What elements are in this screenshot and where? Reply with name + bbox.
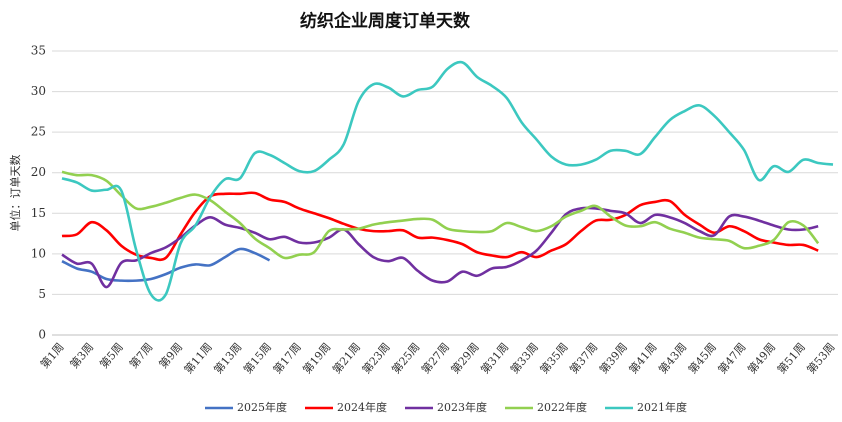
x-tick-label: 第31周 xyxy=(478,340,512,377)
x-tick-label: 第13周 xyxy=(211,340,245,377)
y-tick-label: 35 xyxy=(31,44,46,58)
x-tick-label: 第51周 xyxy=(774,340,808,377)
legend-label: 2022年度 xyxy=(537,400,587,414)
y-tick-label: 20 xyxy=(31,165,46,179)
line-series xyxy=(61,206,819,289)
y-tick-label: 5 xyxy=(38,287,46,301)
legend-label: 2023年度 xyxy=(437,400,487,414)
legend-label: 2025年度 xyxy=(237,400,287,414)
x-tick-label: 第39周 xyxy=(596,340,630,377)
y-axis-label: 单位：订单天数 xyxy=(8,155,22,232)
y-tick-label: 30 xyxy=(31,84,46,98)
x-tick-label: 第37周 xyxy=(567,340,601,377)
x-tick-label: 第9周 xyxy=(156,340,185,371)
x-tick-label: 第7周 xyxy=(126,340,155,371)
x-tick-label: 第17周 xyxy=(270,340,304,377)
x-tick-label: 第11周 xyxy=(181,340,215,377)
x-tick-label: 第25周 xyxy=(389,340,423,377)
legend-label: 2021年度 xyxy=(637,400,687,414)
x-tick-label: 第43周 xyxy=(655,340,689,377)
x-tick-label: 第41周 xyxy=(626,340,660,377)
line-series xyxy=(61,170,820,260)
x-tick-label: 第3周 xyxy=(67,340,96,371)
x-tick-label: 第29周 xyxy=(448,340,482,377)
x-tick-label: 第49周 xyxy=(744,340,778,377)
x-tick-label: 第47周 xyxy=(715,340,749,377)
y-tick-label: 25 xyxy=(31,125,46,139)
line-series xyxy=(61,60,834,302)
chart-title: 纺织企业周度订单天数 xyxy=(300,11,471,32)
x-tick-label: 第35周 xyxy=(537,340,571,377)
y-tick-label: 15 xyxy=(31,206,46,220)
y-tick-label: 0 xyxy=(38,328,46,342)
x-tick-label: 第21周 xyxy=(329,340,363,377)
x-tick-label: 第5周 xyxy=(97,340,126,371)
x-tick-label: 第1周 xyxy=(37,340,66,371)
x-tick-label: 第45周 xyxy=(685,340,719,377)
line-series xyxy=(61,247,271,283)
x-tick-label: 第23周 xyxy=(359,340,393,377)
x-tick-label: 第15周 xyxy=(240,340,274,377)
x-tick-label: 第27周 xyxy=(418,340,452,377)
x-tick-label: 第33周 xyxy=(507,340,541,377)
y-tick-label: 10 xyxy=(31,246,46,260)
x-tick-label: 第19周 xyxy=(300,340,334,377)
legend-label: 2024年度 xyxy=(337,400,387,414)
line-series xyxy=(61,191,819,262)
x-tick-label: 第53周 xyxy=(804,340,838,377)
